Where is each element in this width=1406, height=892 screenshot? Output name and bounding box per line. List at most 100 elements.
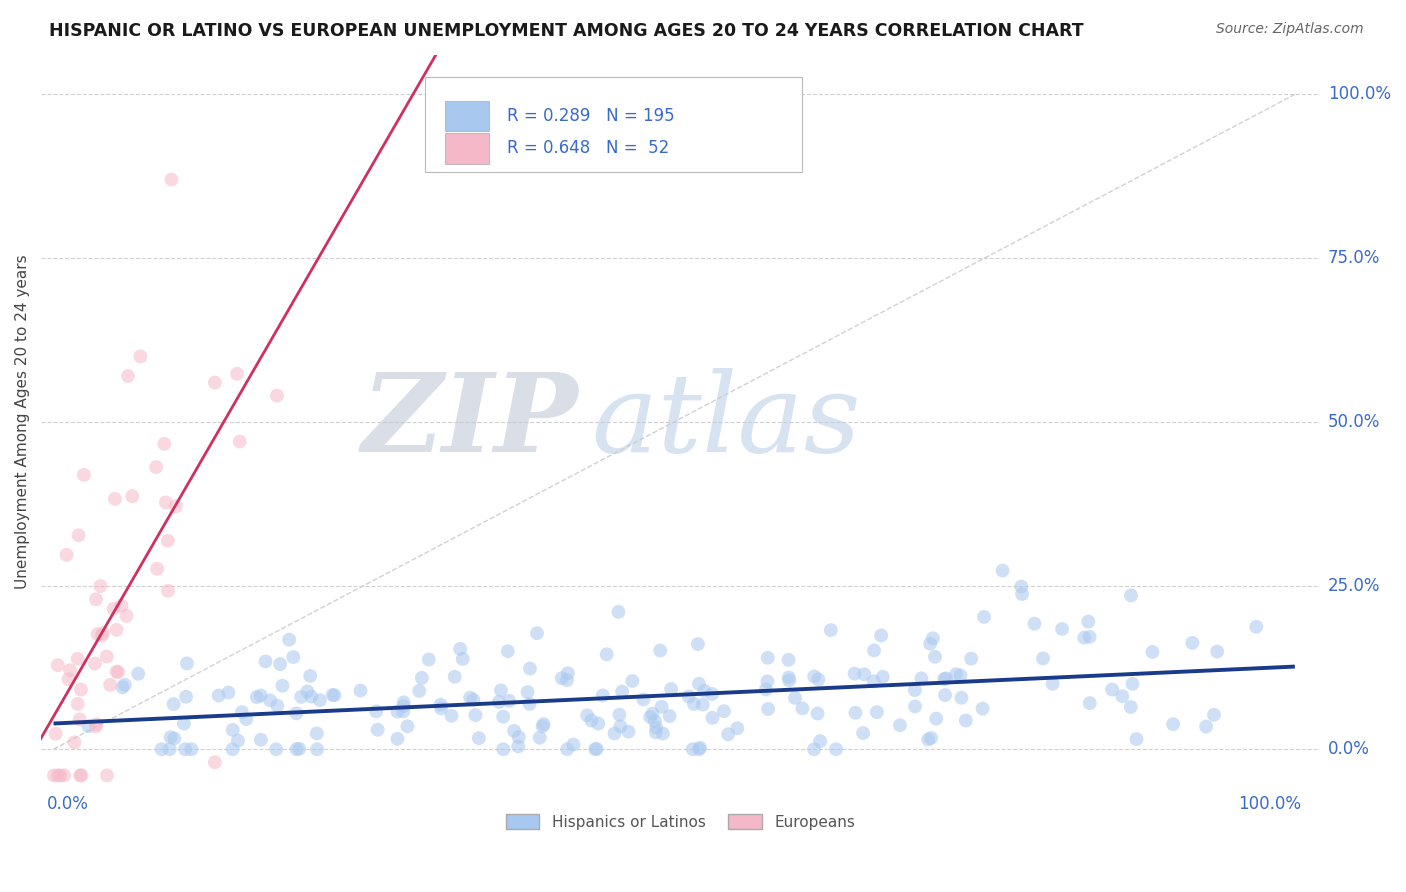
Point: [934, 672, 956, 686]
Point: [581, 714, 603, 728]
Point: [408, 684, 430, 698]
Point: [204, 756, 226, 770]
Text: 25.0%: 25.0%: [1329, 576, 1381, 595]
Point: [516, 685, 538, 699]
Point: [115, 608, 138, 623]
Point: [392, 705, 415, 719]
Point: [42, 768, 65, 782]
Point: [278, 632, 301, 647]
Point: [146, 562, 169, 576]
FancyBboxPatch shape: [446, 101, 489, 131]
Point: [59, 663, 82, 677]
Point: [991, 564, 1014, 578]
Point: [678, 690, 700, 704]
Point: [692, 698, 714, 712]
Text: 100.0%: 100.0%: [1239, 795, 1301, 814]
Point: [411, 671, 433, 685]
Point: [46, 768, 69, 782]
Point: [1073, 631, 1095, 645]
FancyBboxPatch shape: [425, 77, 801, 172]
Point: [844, 706, 866, 720]
Point: [430, 701, 453, 715]
Point: [496, 644, 519, 658]
Point: [208, 689, 231, 703]
Point: [807, 673, 830, 687]
Point: [367, 723, 389, 737]
Point: [392, 699, 415, 714]
Point: [418, 652, 440, 666]
Point: [583, 742, 606, 756]
Point: [429, 698, 451, 712]
Point: [73, 467, 96, 482]
Point: [935, 672, 957, 686]
Point: [228, 434, 250, 449]
Point: [870, 628, 893, 642]
Point: [1119, 700, 1142, 714]
Point: [91, 626, 114, 640]
Point: [145, 460, 167, 475]
Point: [803, 669, 825, 683]
Point: [526, 626, 548, 640]
Y-axis label: Unemployment Among Ages 20 to 24 years: Unemployment Among Ages 20 to 24 years: [15, 254, 30, 589]
Point: [98, 678, 121, 692]
Point: [531, 719, 554, 733]
Point: [396, 719, 419, 733]
Point: [921, 632, 943, 646]
Point: [651, 726, 673, 740]
Point: [1032, 651, 1054, 665]
Point: [555, 673, 578, 687]
Point: [508, 730, 530, 744]
Point: [645, 721, 668, 735]
Point: [934, 688, 956, 702]
Point: [778, 653, 800, 667]
Legend: Hispanics or Latinos, Europeans: Hispanics or Latinos, Europeans: [499, 807, 860, 836]
Point: [689, 740, 711, 755]
Point: [309, 693, 332, 707]
Point: [683, 697, 706, 711]
Point: [451, 652, 474, 666]
Point: [69, 768, 91, 782]
Point: [688, 742, 710, 756]
Point: [644, 714, 666, 729]
Point: [299, 690, 322, 704]
Point: [250, 732, 273, 747]
Point: [70, 768, 93, 782]
Point: [299, 669, 322, 683]
Point: [180, 742, 202, 756]
Point: [555, 742, 578, 756]
Point: [366, 705, 388, 719]
Point: [103, 602, 125, 616]
Point: [174, 742, 197, 756]
Point: [609, 719, 631, 733]
Point: [349, 683, 371, 698]
Point: [862, 674, 884, 689]
Point: [713, 704, 735, 718]
Point: [889, 718, 911, 732]
Point: [755, 682, 778, 697]
Point: [1010, 580, 1032, 594]
Point: [1142, 645, 1164, 659]
Point: [449, 641, 471, 656]
Text: 0.0%: 0.0%: [1329, 740, 1369, 758]
Text: Source: ZipAtlas.com: Source: ZipAtlas.com: [1216, 22, 1364, 37]
Point: [163, 697, 186, 711]
Point: [266, 698, 288, 713]
Point: [1206, 644, 1229, 658]
Point: [105, 623, 128, 637]
Text: R = 0.289   N = 195: R = 0.289 N = 195: [506, 107, 673, 125]
Point: [121, 489, 143, 503]
Point: [70, 682, 93, 697]
Point: [844, 666, 866, 681]
Point: [96, 768, 118, 782]
Point: [114, 678, 136, 692]
Point: [443, 670, 465, 684]
Point: [756, 650, 779, 665]
Point: [305, 726, 328, 740]
Point: [107, 665, 129, 680]
Point: [651, 699, 673, 714]
Point: [586, 716, 609, 731]
Point: [488, 695, 510, 709]
Point: [529, 731, 551, 745]
Point: [69, 713, 91, 727]
Point: [322, 688, 344, 702]
